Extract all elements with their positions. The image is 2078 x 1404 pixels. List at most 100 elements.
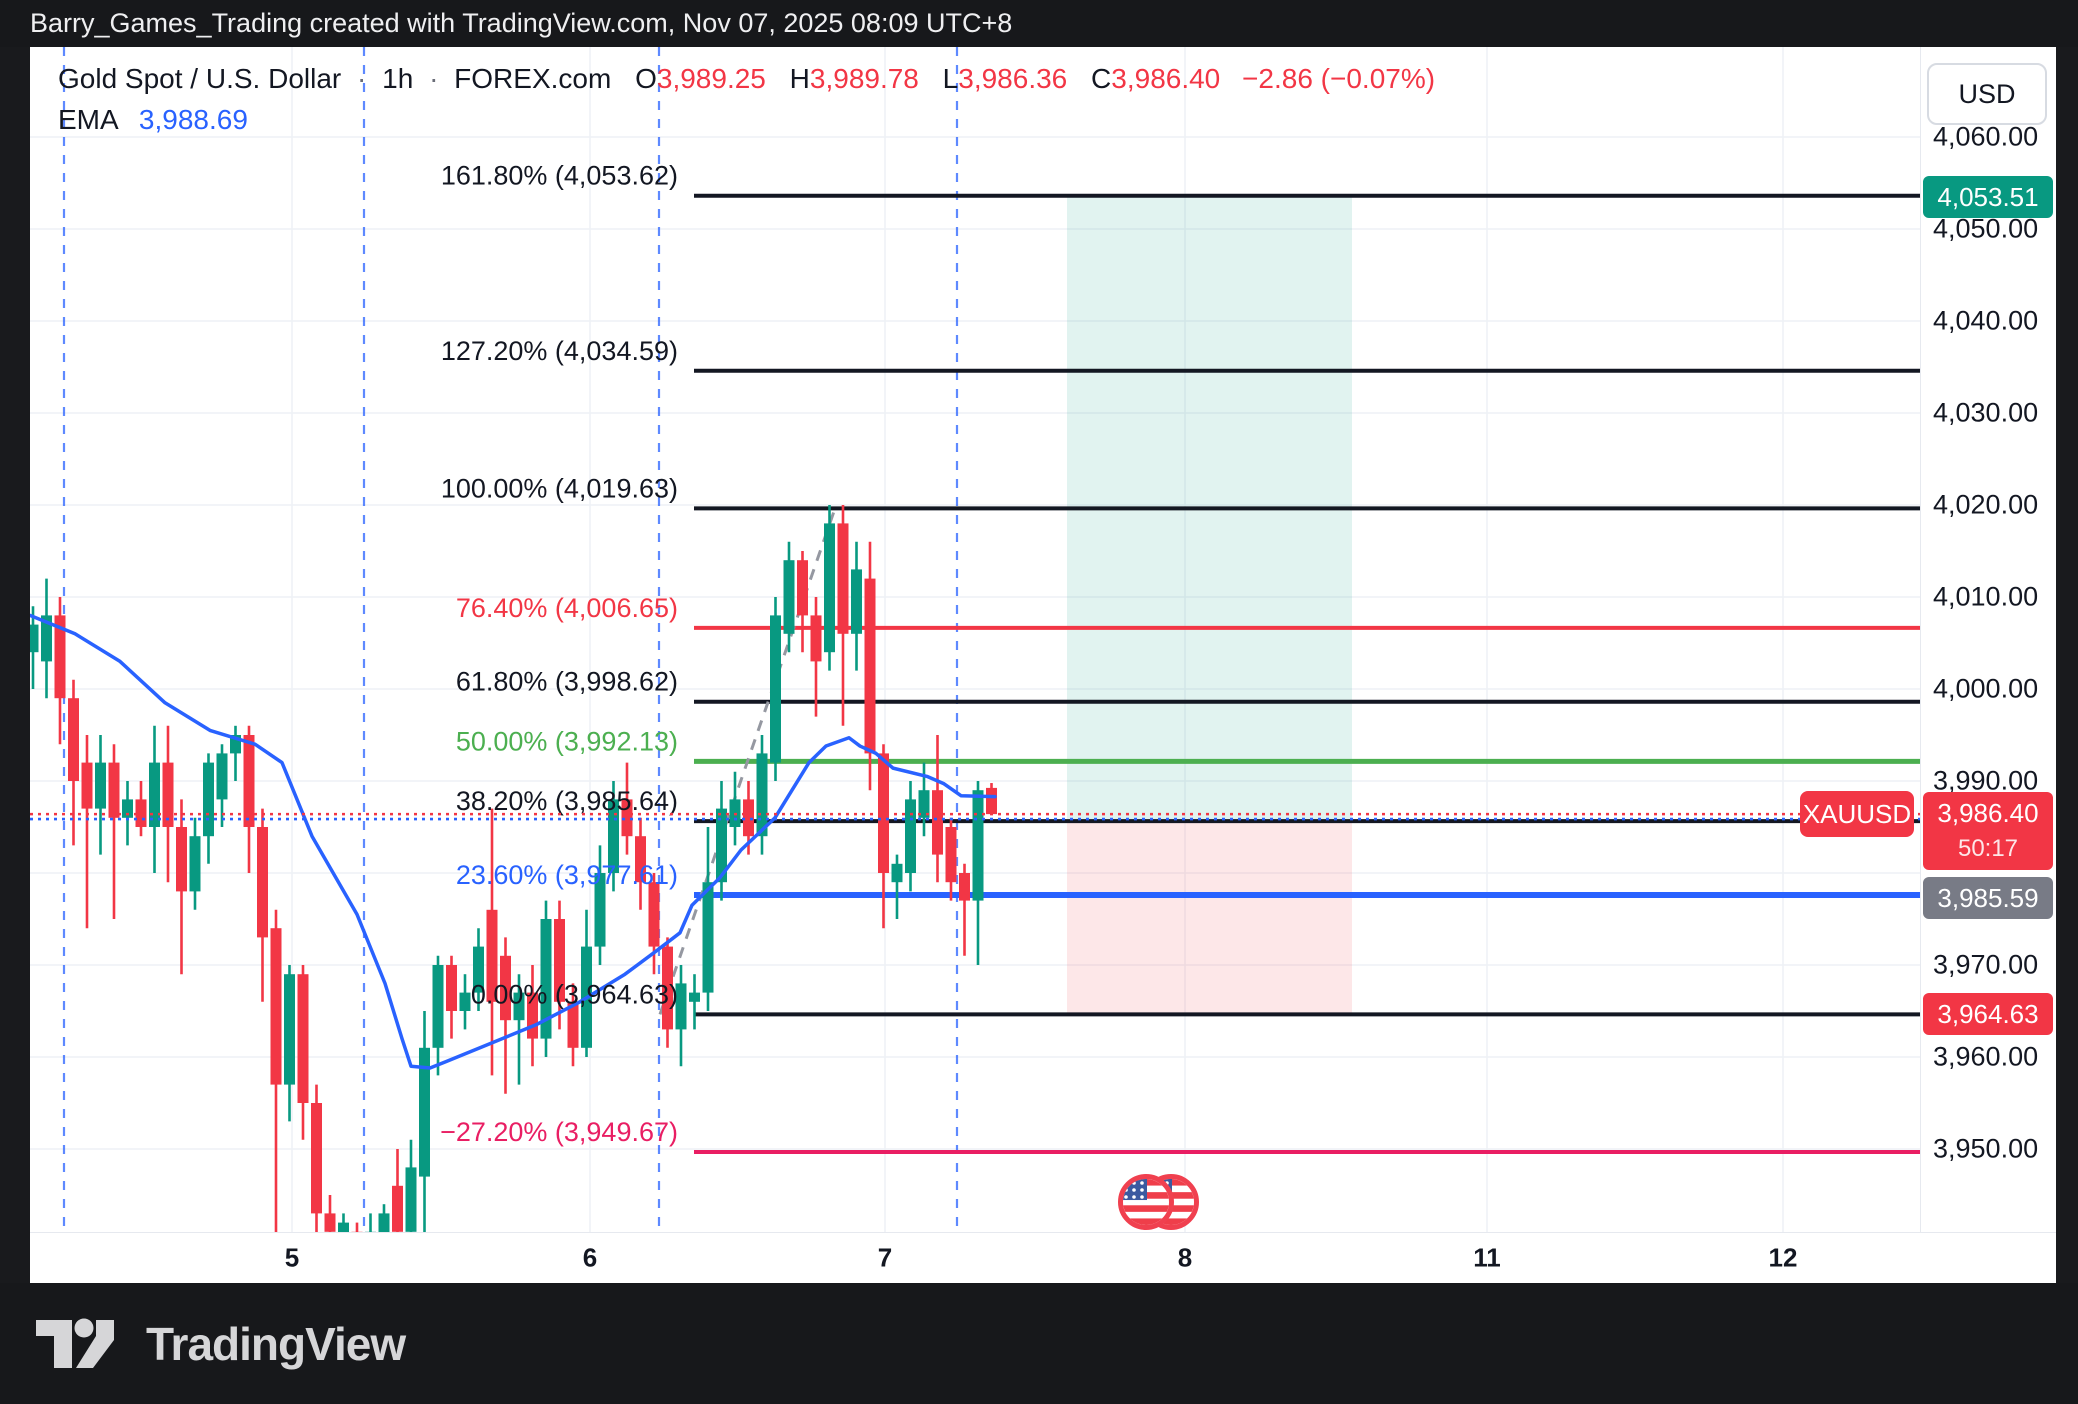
candle-body: [621, 799, 633, 837]
candle-body: [459, 992, 471, 1011]
symbol-row[interactable]: Gold Spot / U.S. Dollar · 1h · FOREX.com…: [58, 61, 1435, 97]
tradingview-logo-icon: [36, 1318, 114, 1368]
close-value: 3,986.40: [1111, 63, 1221, 94]
open-label: O: [635, 63, 657, 94]
candle-body: [837, 523, 849, 634]
candle-body: [824, 523, 835, 653]
candle-body: [932, 790, 943, 855]
high-label: H: [789, 63, 810, 94]
symbol-name[interactable]: Gold Spot / U.S. Dollar: [58, 63, 342, 94]
fib-level-label: 61.80% (3,998.62): [456, 667, 678, 697]
candle-body: [702, 882, 714, 993]
price-chart-canvas[interactable]: 161.80% (4,053.62) 127.20% (4,034.59) 100.…: [30, 47, 1920, 1232]
price-axis[interactable]: 4,060.00 4,050.00 4,040.00 4,030.00 4,020.00…: [1920, 47, 2056, 1232]
candle-body: [419, 1047, 430, 1177]
stop-price-tag: 3,964.63: [1923, 993, 2053, 1036]
candle-body: [689, 992, 700, 1002]
candle-body: [567, 1001, 579, 1048]
fib-level-label: 100.00% (4,019.63): [441, 473, 678, 503]
candle-body: [68, 698, 79, 781]
candle-body: [311, 1103, 322, 1214]
attribution-text: Barry_Games_Trading created with Trading…: [30, 8, 1013, 38]
candle-body: [864, 578, 876, 754]
interval-value[interactable]: 1h: [382, 63, 414, 94]
time-axis-label: 12: [1768, 1242, 1798, 1273]
candle-body: [122, 799, 133, 818]
price-axis-label: 4,050.00: [1933, 213, 2039, 244]
candle-body: [675, 983, 687, 1030]
chart-legend: Gold Spot / U.S. Dollar · 1h · FOREX.com…: [58, 61, 1435, 138]
chart-window: 161.80% (4,053.62) 127.20% (4,034.59) 100.…: [30, 47, 2056, 1283]
close-label: C: [1091, 63, 1112, 94]
target-price-tag: 4,053.51: [1923, 175, 2053, 218]
ema-label[interactable]: EMA: [58, 104, 118, 135]
candle-body: [513, 992, 525, 1021]
chart-plot-area[interactable]: 161.80% (4,053.62) 127.20% (4,034.59) 100.…: [30, 47, 1920, 1232]
ema-line[interactable]: [30, 613, 997, 1070]
candle-body: [189, 836, 201, 892]
last-price-tag: 3,986.40 50:17: [1923, 792, 2053, 871]
candle-body: [135, 799, 147, 827]
candle-body: [473, 946, 484, 993]
candle-body: [270, 928, 282, 1085]
price-axis-label: 3,960.00: [1933, 1041, 2039, 1072]
candle-body: [378, 1213, 390, 1232]
candle-body: [756, 753, 768, 837]
candle-body: [594, 873, 606, 947]
candle-body: [648, 882, 660, 947]
indicator-row[interactable]: EMA 3,988.69: [58, 102, 1435, 138]
candle-body: [797, 560, 808, 616]
fib-level-label: 161.80% (4,053.62): [441, 161, 678, 191]
candle-body: [716, 808, 727, 883]
attribution-bar: Barry_Games_Trading created with Trading…: [0, 0, 2078, 47]
price-axis-label: 4,040.00: [1933, 305, 2039, 336]
position-loss-zone[interactable]: [1067, 821, 1352, 1015]
candle-body: [554, 919, 565, 1002]
candle-body: [770, 615, 781, 763]
tradingview-logo[interactable]: TradingView: [36, 1313, 406, 1375]
price-axis-label: 4,010.00: [1933, 581, 2039, 612]
separator: ·: [429, 63, 439, 94]
price-axis-label: 3,990.00: [1933, 765, 2039, 796]
fib-level-label: −27.20% (3,949.67): [440, 1117, 678, 1147]
entry-price-tag: 3,985.59: [1923, 877, 2053, 919]
candle-body: [986, 787, 997, 815]
candle-body: [486, 909, 498, 1002]
price-axis-label: 3,950.00: [1933, 1133, 2039, 1164]
exchange-name[interactable]: FOREX.com: [454, 63, 612, 94]
time-axis-label: 5: [284, 1242, 300, 1273]
change-value: −2.86 (−0.07%): [1242, 63, 1436, 94]
time-axis-label: 6: [582, 1242, 598, 1273]
candle-body: [149, 762, 160, 827]
candle-body: [81, 762, 93, 809]
price-axis-label: 3,970.00: [1933, 949, 2039, 980]
fib-level-label: 23.60% (3,977.61): [456, 860, 678, 890]
fib-level-label: 76.40% (4,006.65): [456, 593, 678, 623]
price-axis-label: 4,030.00: [1933, 397, 2039, 428]
tradingview-wordmark: TradingView: [146, 1318, 406, 1370]
candle-body: [30, 624, 39, 653]
candle-body: [297, 974, 309, 1103]
candle-body: [162, 762, 174, 827]
candle-body: [743, 799, 754, 837]
candle-body: [662, 946, 673, 1030]
candle-body: [108, 762, 120, 818]
time-axis[interactable]: 5 6 7 8 11 12: [30, 1232, 2056, 1283]
candle-body: [635, 836, 646, 883]
candle-body: [392, 1185, 403, 1232]
candle-body: [243, 735, 255, 827]
low-value: 3,986.36: [958, 63, 1068, 94]
high-value: 3,989.78: [809, 63, 919, 94]
candle-body: [878, 753, 889, 873]
candle-body: [918, 790, 930, 818]
candle-body: [405, 1167, 417, 1232]
us-flag-icon: [1118, 1174, 1174, 1230]
candle-body: [338, 1222, 349, 1232]
currency-unit-button[interactable]: USD: [1927, 63, 2047, 125]
candle-body: [527, 992, 538, 1039]
fib-level-label: 127.20% (4,034.59): [441, 336, 678, 366]
candle-body: [945, 827, 957, 883]
candle-body: [905, 799, 916, 873]
symbol-price-flag: XAUUSD: [1800, 791, 1914, 837]
